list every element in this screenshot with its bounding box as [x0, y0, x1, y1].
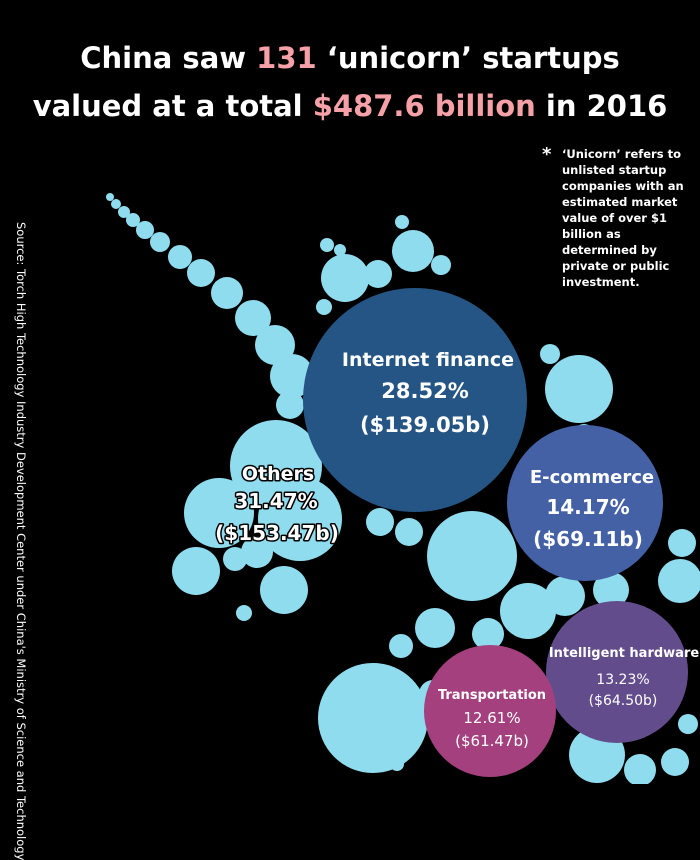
segment-label-e-commerce: E-commerce: [530, 467, 654, 488]
asterisk-icon: *: [542, 144, 552, 165]
segment-share-others: 31.47%: [234, 489, 317, 513]
segment-value-internet-finance: ($139.05b): [360, 413, 490, 437]
segment-bubble-e-commerce: [507, 425, 663, 581]
unicorn-bubble: [118, 206, 130, 218]
segment-label-internet-finance: Internet finance: [342, 349, 514, 371]
unicorn-bubble: [255, 325, 295, 365]
unicorn-bubble: [593, 572, 629, 608]
unicorn-bubble: [392, 230, 434, 272]
unicorn-definition-note: * ‘Unicorn’ refers to unlisted startup c…: [542, 146, 698, 290]
unicorn-bubble: [184, 478, 254, 548]
unicorn-bubble: [241, 536, 273, 568]
note-text: ‘Unicorn’ refers to unlisted startup com…: [562, 147, 684, 289]
segment-value-e-commerce: ($69.11b): [533, 527, 643, 551]
unicorn-bubble: [223, 547, 247, 571]
unicorn-bubble: [126, 213, 140, 227]
unicorn-bubble: [500, 583, 556, 639]
unicorn-bubble: [545, 576, 585, 616]
unicorn-bubble: [545, 355, 613, 423]
segment-share-transportation: 12.61%: [463, 709, 520, 727]
unicorn-bubble: [390, 757, 404, 771]
segment-value-others: ($153.47b): [215, 521, 339, 545]
unicorn-bubble: [211, 277, 243, 309]
unicorn-bubble: [427, 511, 517, 601]
segment-value-transportation: ($61.47b): [455, 732, 529, 750]
unicorn-bubble: [260, 566, 308, 614]
unicorn-bubble: [258, 477, 342, 561]
segment-bubble-transportation: [424, 645, 556, 777]
segment-bubble-internet-finance: [303, 288, 527, 512]
segment-share-internet-finance: 28.52%: [381, 379, 468, 403]
segment-bubble-intelligent-hardware: [546, 601, 688, 743]
unicorn-bubble: [389, 634, 413, 658]
unicorn-bubble: [236, 605, 252, 621]
unicorn-bubble: [334, 244, 346, 256]
unicorn-bubble: [270, 354, 314, 398]
segment-label-intelligent-hardware: Intelligent hardware: [549, 646, 700, 661]
unicorn-bubble: [658, 559, 700, 603]
unicorn-bubble: [318, 663, 428, 773]
title-line-2: valued at a total $487.6 billion in 2016: [0, 84, 700, 128]
title-line-2-post: in 2016: [535, 89, 668, 123]
unicorn-bubble: [366, 508, 394, 536]
unicorn-bubble: [415, 608, 455, 648]
unicorn-bubble: [395, 215, 409, 229]
unicorn-bubble: [678, 714, 698, 734]
segment-share-intelligent-hardware: 13.23%: [596, 672, 649, 688]
segment-label-transportation: Transportation: [438, 688, 546, 703]
title-count-highlight: 131: [256, 41, 317, 75]
title-line-1: China saw 131 ‘unicorn’ startups: [0, 36, 700, 80]
unicorn-bubble: [316, 299, 332, 315]
title-line-1-pre: China saw: [80, 41, 257, 75]
unicorn-bubble: [106, 193, 114, 201]
unicorn-bubble: [668, 529, 696, 557]
unicorn-bubble: [150, 232, 170, 252]
unicorn-bubble: [172, 547, 220, 595]
segment-label-others: Others: [242, 463, 314, 485]
unicorn-bubble: [472, 618, 504, 650]
unicorn-bubble: [320, 238, 334, 252]
unicorn-bubble: [540, 344, 560, 364]
unicorn-bubble: [661, 748, 689, 776]
unicorn-bubble: [624, 754, 656, 784]
title-line-2-pre: valued at a total: [32, 89, 313, 123]
unicorn-bubble: [111, 199, 121, 209]
unicorn-bubble: [321, 254, 369, 302]
unicorn-bubble: [431, 255, 451, 275]
unicorn-bubble: [136, 221, 154, 239]
unicorn-bubble: [168, 245, 192, 269]
unicorn-bubble: [187, 259, 215, 287]
title-value-highlight: $487.6 billion: [312, 89, 536, 123]
unicorn-bubble: [235, 300, 271, 336]
unicorn-bubble: [276, 391, 304, 419]
segment-value-intelligent-hardware: ($64.50b): [589, 693, 658, 709]
unicorn-bubble: [400, 687, 424, 711]
title-line-1-post: ‘unicorn’ startups: [316, 41, 620, 75]
segment-share-e-commerce: 14.17%: [546, 495, 629, 519]
unicorn-bubble: [364, 260, 392, 288]
unicorn-bubble: [395, 518, 423, 546]
unicorn-bubble-chart: Internet finance 28.52% ($139.05b) E-commer…: [106, 193, 700, 784]
